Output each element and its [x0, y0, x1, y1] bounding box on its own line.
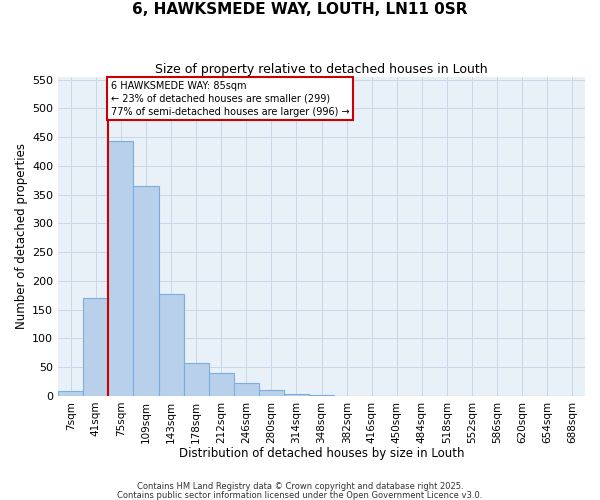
Bar — [259, 390, 284, 396]
Bar — [158, 294, 184, 396]
Text: 6 HAWKSMEDE WAY: 85sqm
← 23% of detached houses are smaller (299)
77% of semi-de: 6 HAWKSMEDE WAY: 85sqm ← 23% of detached… — [111, 80, 349, 117]
Bar — [209, 373, 234, 396]
Text: Contains HM Land Registry data © Crown copyright and database right 2025.: Contains HM Land Registry data © Crown c… — [137, 482, 463, 491]
Text: 6, HAWKSMEDE WAY, LOUTH, LN11 0SR: 6, HAWKSMEDE WAY, LOUTH, LN11 0SR — [132, 2, 468, 18]
Y-axis label: Number of detached properties: Number of detached properties — [15, 144, 28, 330]
Bar — [284, 394, 309, 396]
Title: Size of property relative to detached houses in Louth: Size of property relative to detached ho… — [155, 62, 488, 76]
Bar — [58, 391, 83, 396]
Bar — [133, 186, 158, 396]
Bar — [184, 363, 209, 396]
Text: Contains public sector information licensed under the Open Government Licence v3: Contains public sector information licen… — [118, 490, 482, 500]
Bar — [83, 298, 109, 396]
Bar — [234, 383, 259, 396]
Bar — [109, 141, 133, 396]
X-axis label: Distribution of detached houses by size in Louth: Distribution of detached houses by size … — [179, 447, 464, 460]
